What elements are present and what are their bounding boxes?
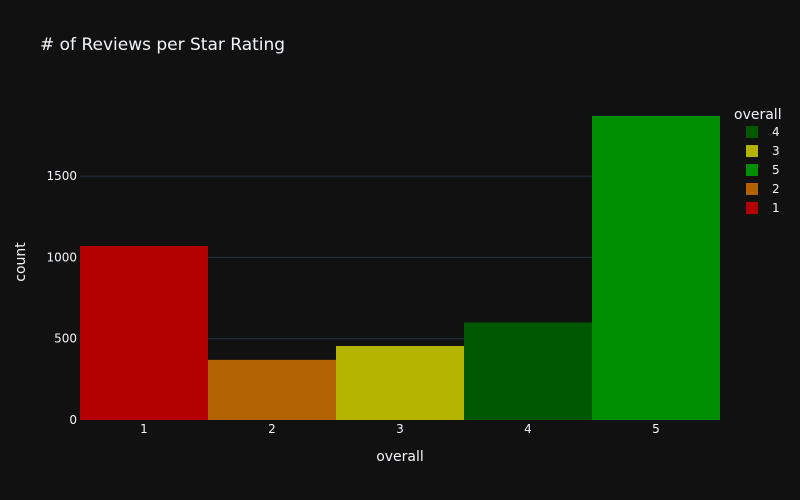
legend-item-3[interactable]: 3 bbox=[746, 144, 780, 158]
legend-swatch bbox=[746, 183, 758, 195]
legend-title: overall bbox=[734, 107, 782, 123]
bar-rating-1[interactable] bbox=[80, 246, 208, 420]
x-tick-labels: 1 2 3 4 5 bbox=[140, 422, 660, 436]
y-tick-label: 1500 bbox=[46, 169, 77, 183]
bars bbox=[80, 115, 720, 420]
legend-label: 2 bbox=[772, 182, 780, 196]
y-tick-label: 1000 bbox=[46, 250, 77, 264]
legend-label: 1 bbox=[772, 201, 780, 215]
y-axis-label: count bbox=[13, 242, 29, 282]
legend-swatch bbox=[746, 202, 758, 214]
legend-label: 4 bbox=[772, 125, 780, 139]
bar-rating-2[interactable] bbox=[208, 359, 336, 420]
chart-title: # of Reviews per Star Rating bbox=[40, 35, 285, 55]
bar-rating-5[interactable] bbox=[592, 115, 720, 420]
x-tick-label: 4 bbox=[524, 422, 532, 436]
legend-item-1[interactable]: 1 bbox=[746, 201, 780, 215]
x-tick-label: 3 bbox=[396, 422, 404, 436]
y-tick-label: 0 bbox=[69, 413, 77, 427]
y-tick-label: 500 bbox=[54, 332, 77, 346]
x-tick-label: 1 bbox=[140, 422, 148, 436]
legend[interactable]: overall 4 3 5 2 1 bbox=[734, 107, 782, 215]
x-tick-label: 2 bbox=[268, 422, 276, 436]
x-axis-label: overall bbox=[376, 449, 424, 465]
y-tick-labels: 0 500 1000 1500 bbox=[46, 169, 77, 427]
legend-item-5[interactable]: 5 bbox=[746, 163, 780, 177]
bar-rating-3[interactable] bbox=[336, 346, 464, 420]
bar-rating-4[interactable] bbox=[464, 322, 592, 420]
legend-swatch bbox=[746, 145, 758, 157]
legend-label: 5 bbox=[772, 163, 780, 177]
legend-item-4[interactable]: 4 bbox=[746, 125, 780, 139]
legend-swatch bbox=[746, 126, 758, 138]
x-tick-label: 5 bbox=[652, 422, 660, 436]
legend-label: 3 bbox=[772, 144, 780, 158]
legend-swatch bbox=[746, 164, 758, 176]
legend-item-2[interactable]: 2 bbox=[746, 182, 780, 196]
